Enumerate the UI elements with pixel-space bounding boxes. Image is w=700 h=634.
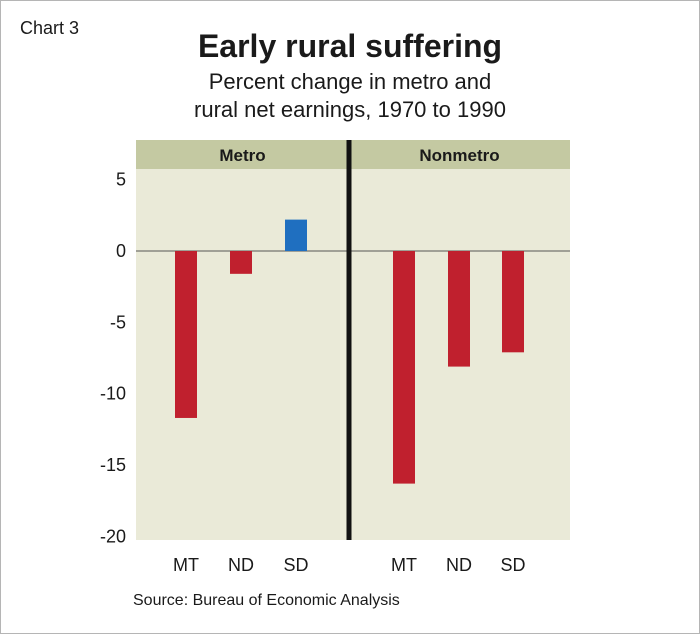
panel-label-metro: Metro <box>219 146 265 165</box>
chart-subtitle: Percent change in metro and rural net ea… <box>0 68 700 124</box>
y-tick-label: -15 <box>100 455 126 475</box>
y-tick-label: 5 <box>116 170 126 190</box>
x-tick-label: MT <box>391 555 417 575</box>
source-note: Source: Bureau of Economic Analysis <box>133 592 400 609</box>
bar-nonmetro-mt <box>393 251 415 484</box>
bar-metro-mt <box>175 251 197 418</box>
bar-metro-sd <box>285 219 307 251</box>
chart-number: Chart 3 <box>20 18 80 38</box>
y-tick-label: -20 <box>100 526 126 546</box>
x-tick-label: SD <box>500 555 525 575</box>
bar-nonmetro-sd <box>502 251 524 353</box>
plot-area <box>136 140 570 540</box>
y-tick-label: -5 <box>110 312 126 332</box>
panel-header-band <box>136 140 570 169</box>
panel-divider <box>346 140 352 540</box>
y-tick-label: 0 <box>116 241 126 261</box>
chart-title: Early rural suffering <box>197 28 503 64</box>
subtitle-line: Percent change in metro and <box>208 69 492 94</box>
x-tick-label: ND <box>228 555 254 575</box>
x-tick-label: ND <box>446 555 472 575</box>
panel-label-nonmetro: Nonmetro <box>419 146 499 165</box>
x-tick-label: SD <box>283 555 308 575</box>
y-tick-label: -10 <box>100 384 126 404</box>
bar-metro-nd <box>230 251 252 274</box>
bar-nonmetro-nd <box>448 251 470 367</box>
subtitle-line: rural net earnings, 1970 to 1990 <box>194 97 506 122</box>
x-tick-label: MT <box>173 555 199 575</box>
